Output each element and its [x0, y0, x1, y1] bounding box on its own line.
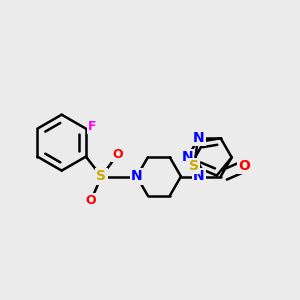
Text: N: N — [193, 131, 204, 145]
Text: O: O — [238, 159, 250, 173]
Text: S: S — [189, 159, 200, 173]
Text: O: O — [86, 194, 96, 207]
Text: N: N — [182, 150, 194, 164]
Text: N: N — [193, 169, 204, 184]
Text: O: O — [112, 148, 123, 161]
Text: N: N — [131, 169, 142, 184]
Text: F: F — [88, 120, 97, 133]
Text: S: S — [96, 169, 106, 184]
